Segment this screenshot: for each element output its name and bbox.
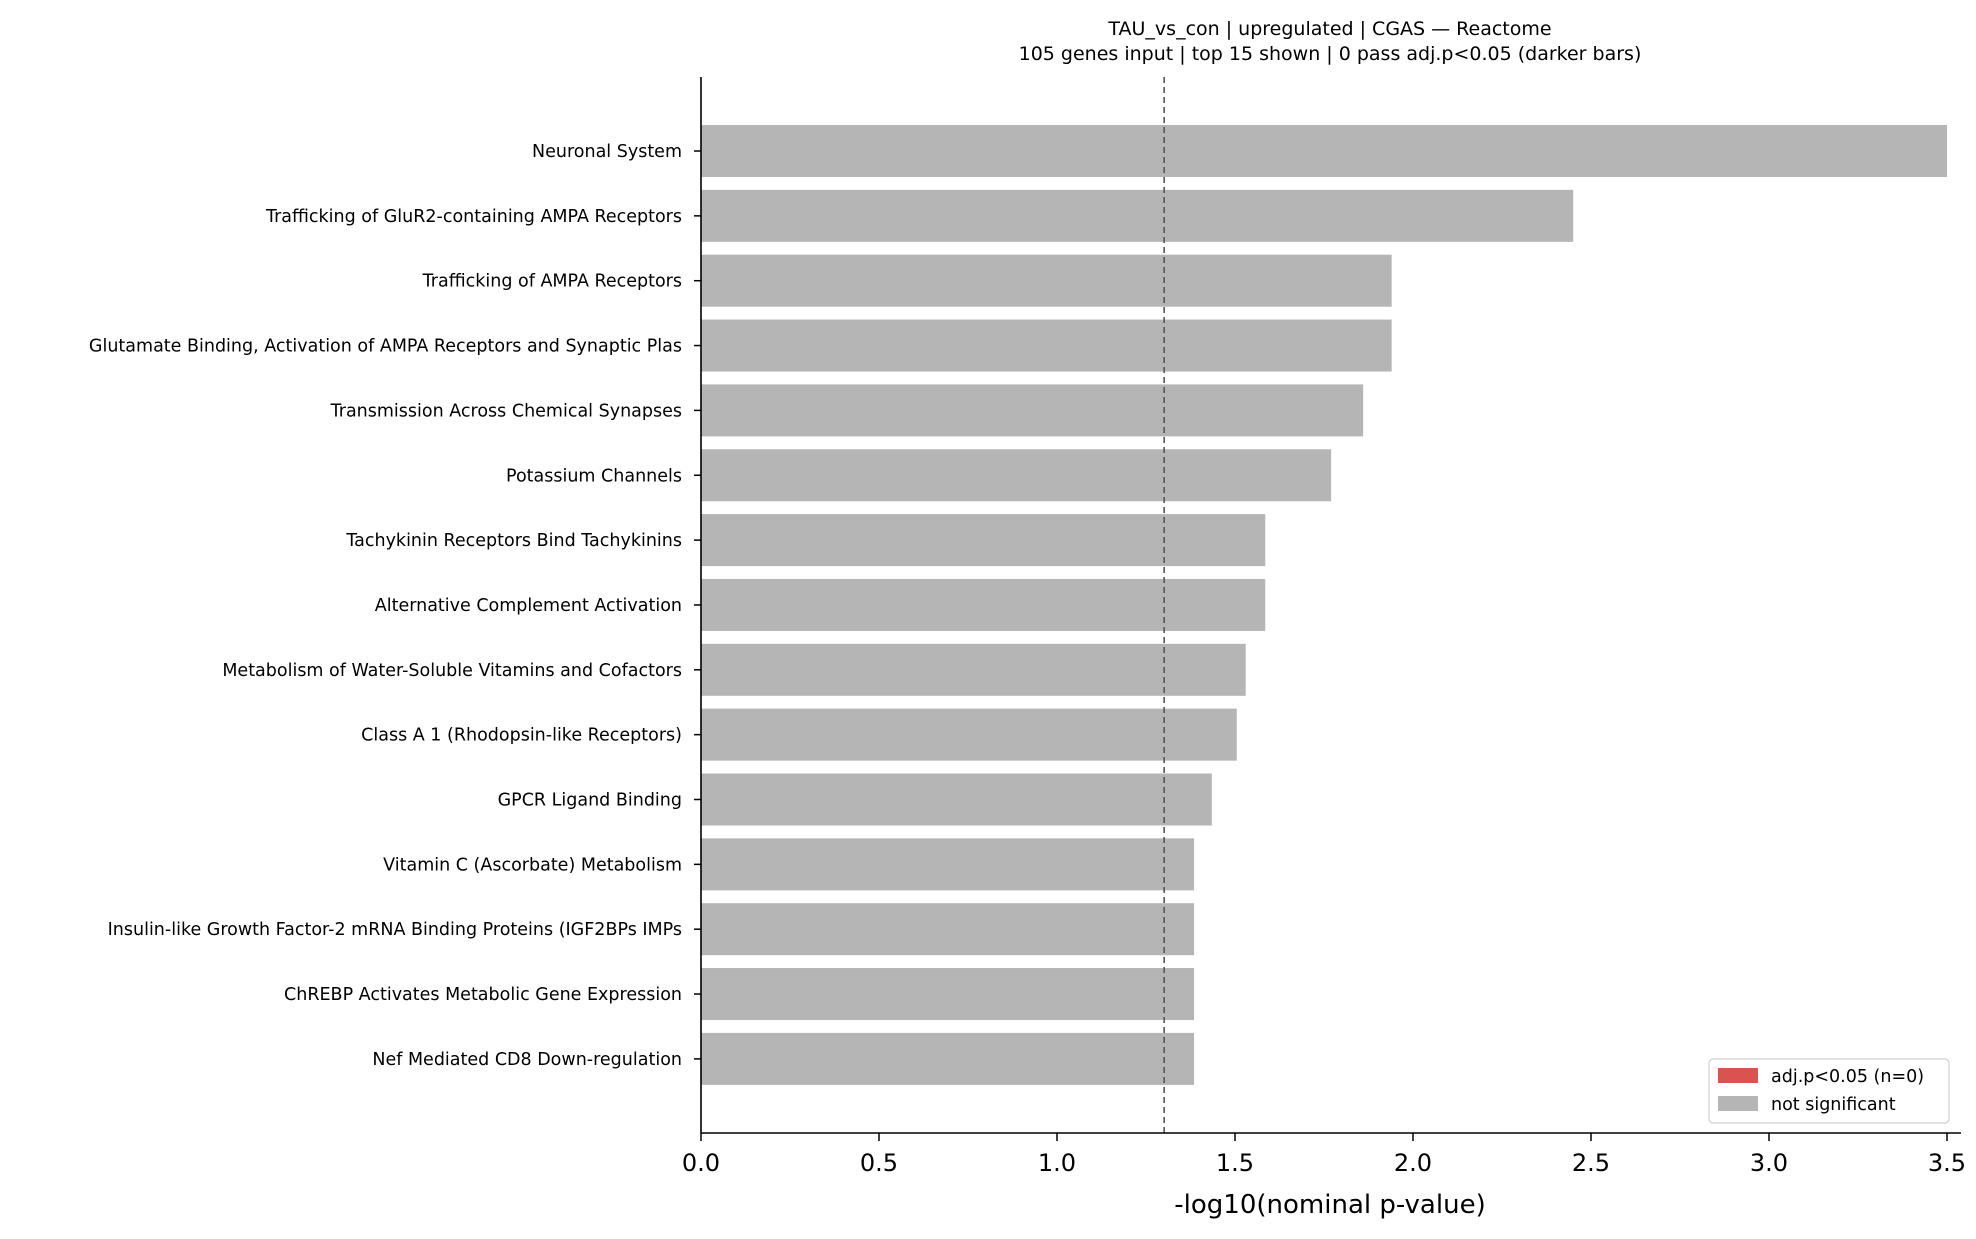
category-label-1: Neuronal System: [532, 142, 682, 162]
x-axis-label: -log10(nominal p-value): [1174, 1190, 1485, 1220]
category-label-13: Insulin-like Growth Factor-2 mRNA Bindin…: [108, 920, 682, 940]
chart-subtitle: 105 genes input | top 15 shown | 0 pass …: [1019, 43, 1642, 65]
x-tick-label-6: 2.5: [1572, 1149, 1610, 1177]
category-label-8: Alternative Complement Activation: [375, 596, 682, 616]
bar-1: [701, 125, 1947, 177]
category-label-12: Vitamin C (Ascorbate) Metabolism: [383, 855, 682, 875]
category-label-2: Trafficking of GluR2-containing AMPA Rec…: [265, 207, 682, 227]
bars-layer: [701, 125, 1947, 1085]
x-tick-label-2: 0.5: [860, 1149, 898, 1177]
bar-3: [701, 254, 1392, 307]
category-label-5: Transmission Across Chemical Synapses: [330, 401, 682, 421]
category-label-10: Class A 1 (Rhodopsin-like Receptors): [361, 726, 682, 746]
x-axis-ticks: 0.0 0.5 1.0 1.5 2.0 2.5 3.0 3.5: [682, 1133, 1966, 1177]
bar-9: [701, 643, 1246, 696]
category-labels: Neuronal System Trafficking of GluR2-cont…: [89, 142, 682, 1070]
legend-label-2: not significant: [1771, 1095, 1896, 1115]
bar-8: [701, 578, 1266, 631]
bar-15: [701, 1032, 1195, 1085]
bar-5: [701, 384, 1364, 437]
bar-11: [701, 773, 1212, 826]
legend-swatch-1: [1718, 1068, 1758, 1083]
legend: adj.p<0.05 (n=0) not significant: [1708, 1058, 1950, 1124]
category-label-3: Trafficking of AMPA Receptors: [422, 272, 682, 292]
bar-6: [701, 449, 1332, 502]
x-tick-label-8: 3.5: [1928, 1149, 1966, 1177]
bar-2: [701, 189, 1574, 242]
category-label-15: Nef Mediated CD8 Down-regulation: [372, 1050, 682, 1070]
category-label-11: GPCR Ligand Binding: [498, 791, 682, 811]
category-label-4: Glutamate Binding, Activation of AMPA Re…: [89, 337, 682, 357]
bar-12: [701, 838, 1195, 891]
category-label-9: Metabolism of Water-Soluble Vitamins and…: [222, 661, 682, 681]
axes-layer: [694, 77, 1961, 1134]
category-label-7: Tachykinin Receptors Bind Tachykinins: [345, 531, 682, 551]
bar-14: [701, 968, 1195, 1021]
x-tick-label-5: 2.0: [1394, 1149, 1432, 1177]
bar-13: [701, 903, 1195, 956]
x-tick-label-1: 0.0: [682, 1149, 720, 1177]
bar-7: [701, 514, 1266, 567]
bar-10: [701, 708, 1237, 761]
bar-4: [701, 319, 1392, 372]
category-label-6: Potassium Channels: [506, 466, 682, 486]
x-tick-label-7: 3.0: [1750, 1149, 1788, 1177]
legend-swatch-2: [1718, 1096, 1758, 1111]
x-tick-label-3: 1.0: [1038, 1149, 1076, 1177]
legend-box: [1708, 1058, 1950, 1124]
chart-title: TAU_vs_con | upregulated | CGAS — Reacto…: [1107, 18, 1551, 40]
category-label-14: ChREBP Activates Metabolic Gene Expressi…: [284, 985, 682, 1005]
x-tick-label-4: 1.5: [1216, 1149, 1254, 1177]
legend-label-1: adj.p<0.05 (n=0): [1771, 1067, 1924, 1087]
